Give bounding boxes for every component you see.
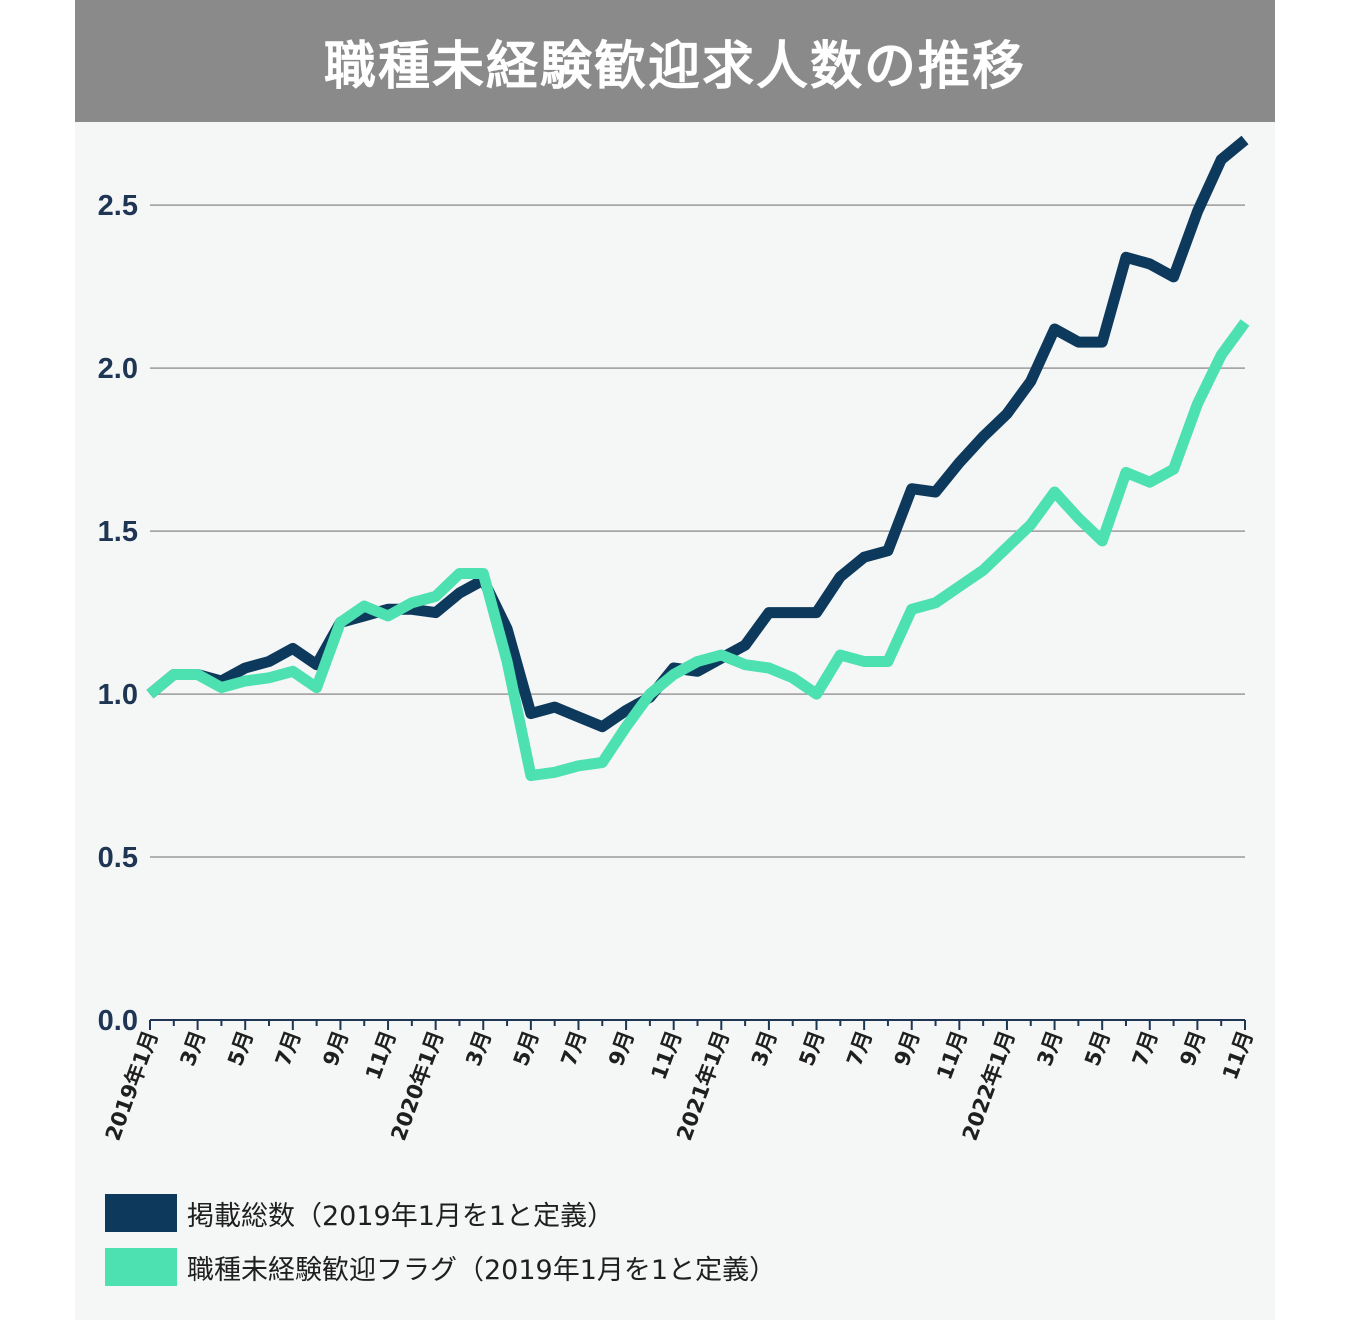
x-tick-label: 11月 (932, 1028, 972, 1083)
x-tick-label: 3月 (1033, 1028, 1068, 1070)
chart-title: 職種未経験歓迎求人数の推移 (323, 36, 1026, 97)
y-tick-label: 2.0 (98, 353, 138, 385)
y-tick-label: 1.5 (98, 516, 138, 548)
x-tick-label: 7月 (842, 1028, 877, 1070)
x-tick-label: 5月 (509, 1028, 544, 1070)
x-tick-label: 5月 (223, 1028, 258, 1070)
series-line-beginner (146, 319, 1250, 782)
legend-swatch-total (105, 1194, 177, 1232)
legend-item-total: 掲載総数（2019年1月を1と定義） (105, 1193, 1005, 1233)
x-tick-label: 5月 (1080, 1028, 1115, 1070)
y-tick-label: 2.5 (98, 190, 138, 222)
x-tick-label: 2019年1月 (101, 1028, 163, 1144)
series-line-total (146, 135, 1249, 733)
x-tick-label: 9月 (890, 1028, 925, 1070)
x-tick-label: 11月 (647, 1028, 687, 1083)
x-tick-label: 7月 (1128, 1028, 1163, 1070)
x-tick-label: 3月 (461, 1028, 496, 1070)
y-tick-label: 0.5 (98, 842, 138, 874)
legend-label-total: 掲載総数（2019年1月を1と定義） (187, 1200, 615, 1232)
x-tick-label: 3月 (747, 1028, 782, 1070)
x-tick-label: 7月 (556, 1028, 591, 1070)
x-tick-label: 9月 (604, 1028, 639, 1070)
x-tick-label: 5月 (794, 1028, 829, 1070)
y-tick-label: 1.0 (98, 679, 138, 711)
x-tick-label: 11月 (1218, 1028, 1258, 1083)
x-tick-label: 9月 (318, 1028, 353, 1070)
legend-label-beginner: 職種未経験歓迎フラグ（2019年1月を1と定義） (187, 1254, 777, 1286)
legend-item-beginner: 職種未経験歓迎フラグ（2019年1月を1と定義） (105, 1247, 1005, 1287)
x-tick-label: 7月 (271, 1028, 306, 1070)
legend-swatch-beginner (105, 1248, 177, 1286)
y-tick-label: 0.0 (98, 1005, 138, 1037)
x-tick-label: 11月 (361, 1028, 401, 1083)
title-bar: 職種未経験歓迎求人数の推移 (75, 0, 1275, 122)
x-tick-label: 3月 (176, 1028, 211, 1070)
x-tick-label: 9月 (1175, 1028, 1210, 1070)
